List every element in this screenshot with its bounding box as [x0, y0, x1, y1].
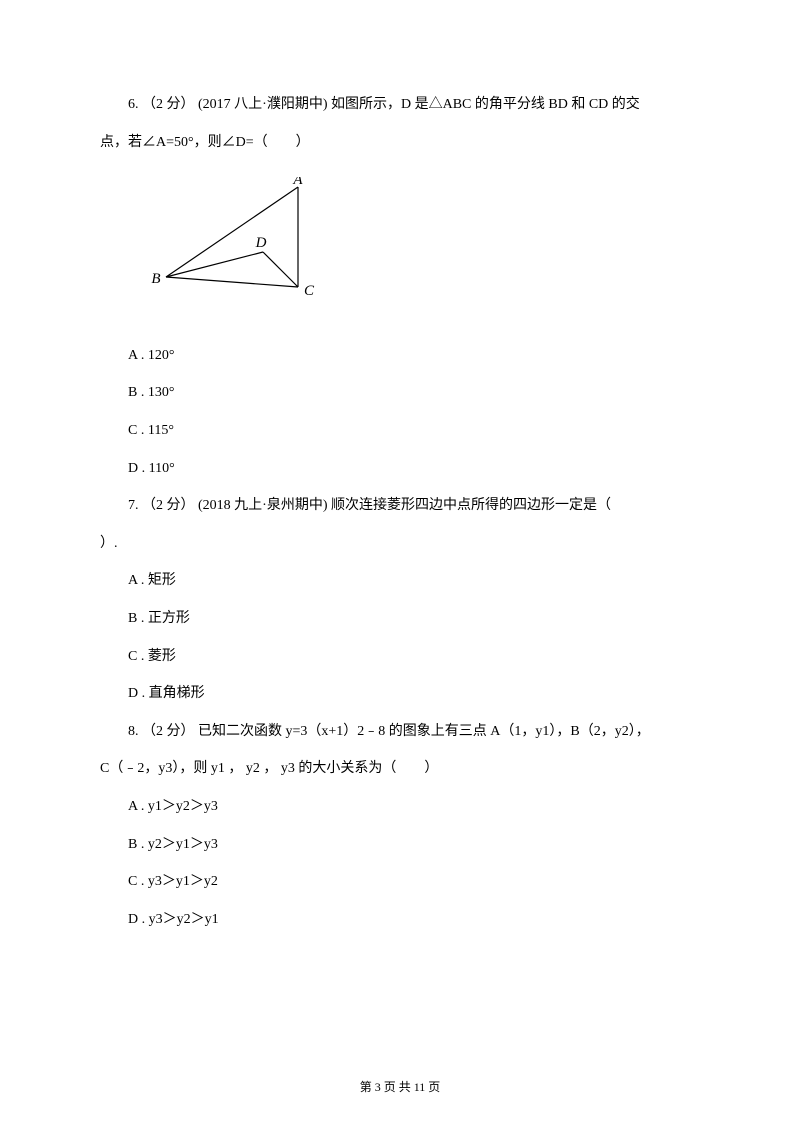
- diagram-label-D: D: [255, 235, 267, 251]
- question-6-line2: 点，若∠A=50°，则∠D=（ ）: [100, 126, 700, 160]
- diagram-label-A: A: [292, 177, 303, 188]
- question-6-option-c: C . 115°: [100, 414, 700, 448]
- question-8-option-b: B . y2＞y1＞y3: [100, 828, 700, 862]
- question-8-line2: C（﹣2，y3），则 y1 ， y2 ， y3 的大小关系为（ ）: [100, 752, 700, 786]
- page-footer: 第 3 页 共 11 页: [0, 1073, 800, 1102]
- question-8-option-c: C . y3＞y1＞y2: [100, 865, 700, 899]
- question-7-option-d: D . 直角梯形: [100, 677, 700, 711]
- diagram-label-B: B: [151, 271, 160, 287]
- question-6-diagram: A B C D: [148, 177, 700, 321]
- diagram-label-C: C: [304, 283, 315, 299]
- question-7-option-c: C . 菱形: [100, 640, 700, 674]
- question-6-option-b: B . 130°: [100, 376, 700, 410]
- question-7-option-a: A . 矩形: [100, 564, 700, 598]
- question-8-option-d: D . y3＞y2＞y1: [100, 903, 700, 937]
- question-8-line1: 8. （2 分） 已知二次函数 y=3（x+1）2﹣8 的图象上有三点 A（1，…: [100, 715, 700, 749]
- question-6-line1: 6. （2 分） (2017 八上·濮阳期中) 如图所示，D 是△ABC 的角平…: [100, 88, 700, 122]
- question-8-option-a: A . y1＞y2＞y3: [100, 790, 700, 824]
- question-7-line2: ）.: [100, 527, 700, 561]
- question-7-line1: 7. （2 分） (2018 九上·泉州期中) 顺次连接菱形四边中点所得的四边形…: [100, 489, 700, 523]
- question-7-option-b: B . 正方形: [100, 602, 700, 636]
- question-6-option-a: A . 120°: [100, 339, 700, 373]
- question-6-option-d: D . 110°: [100, 452, 700, 486]
